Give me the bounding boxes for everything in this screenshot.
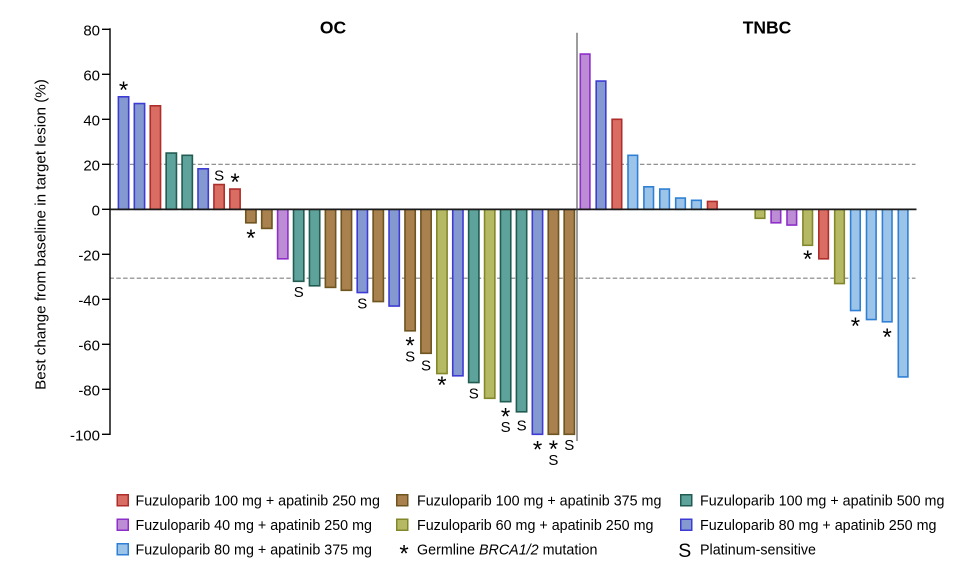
- svg-text:80: 80: [83, 23, 100, 40]
- svg-text:S: S: [564, 437, 574, 454]
- svg-text:-40: -40: [78, 293, 100, 310]
- svg-text:-100: -100: [70, 428, 100, 445]
- svg-text:*: *: [399, 540, 408, 567]
- svg-text:*: *: [119, 77, 128, 104]
- svg-text:*: *: [501, 404, 510, 431]
- svg-text:TNBC: TNBC: [743, 18, 792, 38]
- svg-text:Fuzuloparib 100 mg + apatinib: Fuzuloparib 100 mg + apatinib 375 mg: [417, 493, 661, 509]
- svg-text:S: S: [469, 385, 479, 402]
- svg-text:-80: -80: [78, 383, 100, 400]
- svg-text:*: *: [405, 333, 414, 360]
- svg-text:*: *: [246, 225, 255, 252]
- svg-text:Fuzuloparib 80 mg + apatinib 2: Fuzuloparib 80 mg + apatinib 250 mg: [700, 518, 936, 534]
- svg-text:-60: -60: [78, 338, 100, 355]
- svg-text:S: S: [517, 418, 527, 435]
- svg-text:Germline BRCA1/2 mutation: Germline BRCA1/2 mutation: [417, 543, 597, 559]
- svg-text:40: 40: [83, 113, 100, 130]
- svg-text:Fuzuloparib 40 mg + apatinib 2: Fuzuloparib 40 mg + apatinib 250 mg: [136, 518, 372, 534]
- svg-text:S: S: [357, 295, 367, 312]
- svg-text:Best change from baseline in t: Best change from baseline in target lesi…: [32, 79, 49, 390]
- svg-text:Fuzuloparib 100 mg + apatinib: Fuzuloparib 100 mg + apatinib 500 mg: [700, 493, 944, 509]
- svg-text:OC: OC: [320, 18, 347, 38]
- svg-text:0: 0: [92, 203, 100, 220]
- svg-text:*: *: [230, 169, 239, 196]
- svg-text:60: 60: [83, 68, 100, 85]
- svg-text:S: S: [501, 419, 511, 436]
- svg-text:S: S: [421, 358, 431, 375]
- svg-text:S: S: [678, 540, 691, 562]
- svg-text:*: *: [803, 246, 812, 273]
- svg-text:Fuzuloparib 60 mg + apatinib 2: Fuzuloparib 60 mg + apatinib 250 mg: [417, 518, 653, 534]
- svg-text:Platinum-sensitive: Platinum-sensitive: [700, 543, 816, 559]
- svg-text:S: S: [405, 348, 415, 365]
- svg-text:*: *: [549, 436, 558, 463]
- svg-text:S: S: [548, 452, 558, 469]
- svg-text:*: *: [883, 324, 892, 351]
- svg-text:-20: -20: [78, 248, 100, 265]
- svg-text:S: S: [294, 284, 304, 301]
- svg-text:*: *: [437, 372, 446, 399]
- svg-text:Fuzuloparib 100 mg + apatinib: Fuzuloparib 100 mg + apatinib 250 mg: [136, 493, 380, 509]
- svg-text:*: *: [533, 437, 542, 464]
- svg-text:*: *: [851, 313, 860, 340]
- svg-text:Fuzuloparib 80 mg + apatinib 3: Fuzuloparib 80 mg + apatinib 375 mg: [136, 542, 372, 558]
- svg-text:S: S: [214, 167, 224, 184]
- svg-text:20: 20: [83, 158, 100, 175]
